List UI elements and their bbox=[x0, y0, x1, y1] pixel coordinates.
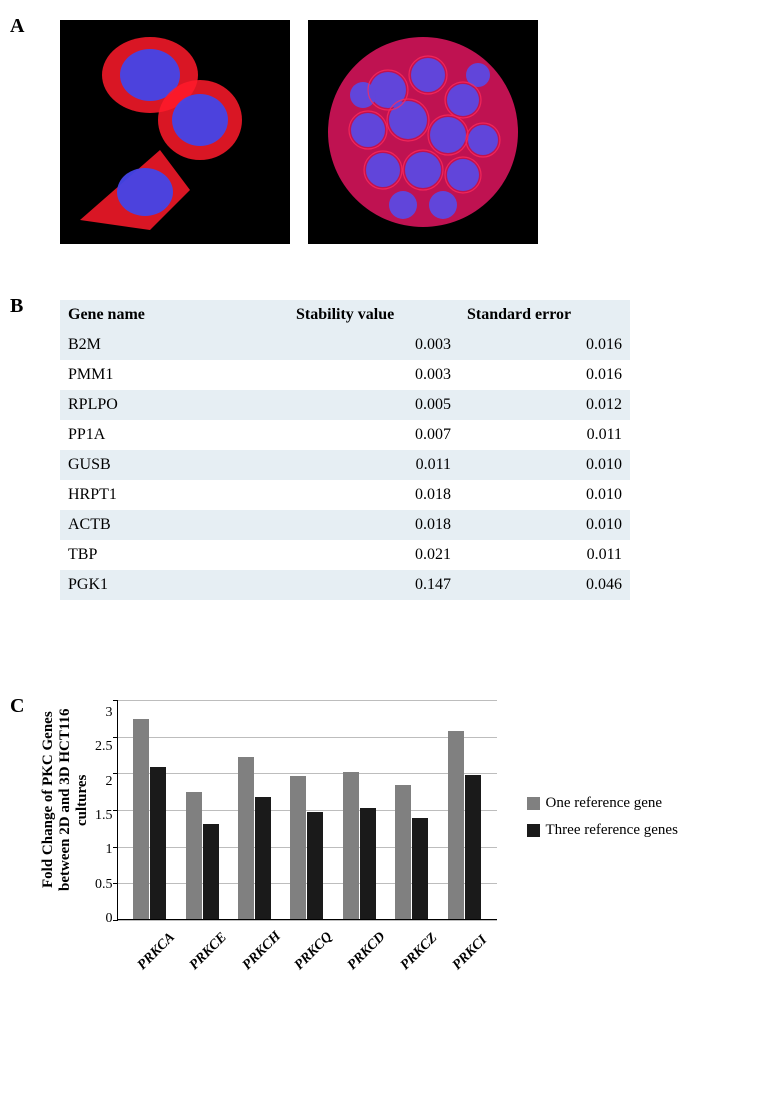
se-cell: 0.010 bbox=[459, 450, 630, 480]
stability-cell: 0.011 bbox=[288, 450, 459, 480]
stability-cell: 0.147 bbox=[288, 570, 459, 600]
col-gene-name: Gene name bbox=[60, 300, 288, 330]
gene-cell: ACTB bbox=[60, 510, 288, 540]
col-se: Standard error bbox=[459, 300, 630, 330]
y-tick-label: 0.5 bbox=[95, 878, 113, 892]
bar bbox=[186, 792, 202, 919]
gene-cell: B2M bbox=[60, 330, 288, 360]
y-axis-label: Fold Change of PKC Genes between 2D and … bbox=[40, 700, 91, 920]
bar bbox=[412, 818, 428, 919]
bar bbox=[150, 767, 166, 919]
se-cell: 0.012 bbox=[459, 390, 630, 420]
x-tick-label: PRKCZ bbox=[397, 938, 432, 973]
legend-swatch bbox=[527, 824, 540, 837]
y-tick-label: 2.5 bbox=[95, 740, 113, 754]
bar bbox=[465, 775, 481, 919]
se-cell: 0.011 bbox=[459, 420, 630, 450]
table-row: B2M0.0030.016 bbox=[60, 330, 630, 360]
y-tick-label: 3 bbox=[95, 706, 113, 720]
gene-cell: PP1A bbox=[60, 420, 288, 450]
gene-cell: TBP bbox=[60, 540, 288, 570]
bar bbox=[395, 785, 411, 919]
panel-b-label: B bbox=[10, 295, 23, 318]
x-tick-label: PRKCA bbox=[135, 938, 170, 973]
table-row: PP1A0.0070.011 bbox=[60, 420, 630, 450]
y-tick-label: 0 bbox=[95, 912, 113, 926]
legend-item: One reference gene bbox=[527, 795, 678, 812]
bar bbox=[238, 757, 254, 919]
stability-cell: 0.018 bbox=[288, 480, 459, 510]
microscopy-image-3d bbox=[308, 20, 538, 244]
stability-cell: 0.021 bbox=[288, 540, 459, 570]
table-row: RPLPO0.0050.012 bbox=[60, 390, 630, 420]
bar-group bbox=[343, 772, 376, 919]
x-axis-labels: PRKCAPRKCEPRKCHPRKCQPRKCDPRKCZPRKCI bbox=[117, 920, 497, 936]
table-header-row: Gene name Stability value Standard error bbox=[60, 300, 630, 330]
panel-c-chart: Fold Change of PKC Genes between 2D and … bbox=[40, 700, 720, 936]
gene-cell: HRPT1 bbox=[60, 480, 288, 510]
se-cell: 0.016 bbox=[459, 330, 630, 360]
bar-group bbox=[133, 719, 166, 919]
y-tick-label: 1 bbox=[95, 843, 113, 857]
x-tick-label: PRKCE bbox=[187, 938, 222, 973]
table-row: GUSB0.0110.010 bbox=[60, 450, 630, 480]
gene-cell: PMM1 bbox=[60, 360, 288, 390]
gene-cell: GUSB bbox=[60, 450, 288, 480]
legend-item: Three reference genes bbox=[527, 822, 678, 839]
x-tick-label: PRKCH bbox=[240, 938, 275, 973]
se-cell: 0.046 bbox=[459, 570, 630, 600]
bar bbox=[133, 719, 149, 919]
stability-cell: 0.003 bbox=[288, 360, 459, 390]
bar-group bbox=[186, 792, 219, 919]
legend-label: Three reference genes bbox=[546, 822, 678, 839]
gene-cell: RPLPO bbox=[60, 390, 288, 420]
legend-swatch bbox=[527, 797, 540, 810]
bar bbox=[255, 797, 271, 919]
stability-cell: 0.003 bbox=[288, 330, 459, 360]
bar-group bbox=[238, 757, 271, 919]
bar bbox=[360, 808, 376, 919]
bar bbox=[203, 824, 219, 919]
table-row: PMM10.0030.016 bbox=[60, 360, 630, 390]
y-tick-label: 1.5 bbox=[95, 809, 113, 823]
table-row: ACTB0.0180.010 bbox=[60, 510, 630, 540]
y-tick-label: 2 bbox=[95, 775, 113, 789]
microscopy-image-2d bbox=[60, 20, 290, 244]
bar bbox=[448, 731, 464, 919]
se-cell: 0.010 bbox=[459, 510, 630, 540]
table-row: PGK10.1470.046 bbox=[60, 570, 630, 600]
bar bbox=[307, 812, 323, 919]
se-cell: 0.010 bbox=[459, 480, 630, 510]
table-row: HRPT10.0180.010 bbox=[60, 480, 630, 510]
col-stability: Stability value bbox=[288, 300, 459, 330]
panel-a-label: A bbox=[10, 15, 24, 38]
legend-label: One reference gene bbox=[546, 795, 663, 812]
x-tick-label: PRKCI bbox=[450, 938, 485, 973]
bar bbox=[290, 776, 306, 919]
bar bbox=[343, 772, 359, 919]
gene-cell: PGK1 bbox=[60, 570, 288, 600]
stability-cell: 0.005 bbox=[288, 390, 459, 420]
bar-plot-area bbox=[117, 700, 497, 920]
chart-legend: One reference gene Three reference genes bbox=[527, 795, 678, 849]
bar-group bbox=[290, 776, 323, 919]
bar-group bbox=[395, 785, 428, 919]
se-cell: 0.016 bbox=[459, 360, 630, 390]
table-row: TBP0.0210.011 bbox=[60, 540, 630, 570]
stability-cell: 0.018 bbox=[288, 510, 459, 540]
panel-c-label: C bbox=[10, 695, 24, 718]
se-cell: 0.011 bbox=[459, 540, 630, 570]
gene-stability-table: Gene name Stability value Standard error… bbox=[60, 300, 630, 600]
x-tick-label: PRKCD bbox=[345, 938, 380, 973]
stability-cell: 0.007 bbox=[288, 420, 459, 450]
bar-group bbox=[448, 731, 481, 919]
panel-a-images bbox=[60, 20, 538, 244]
x-tick-label: PRKCQ bbox=[292, 938, 327, 973]
